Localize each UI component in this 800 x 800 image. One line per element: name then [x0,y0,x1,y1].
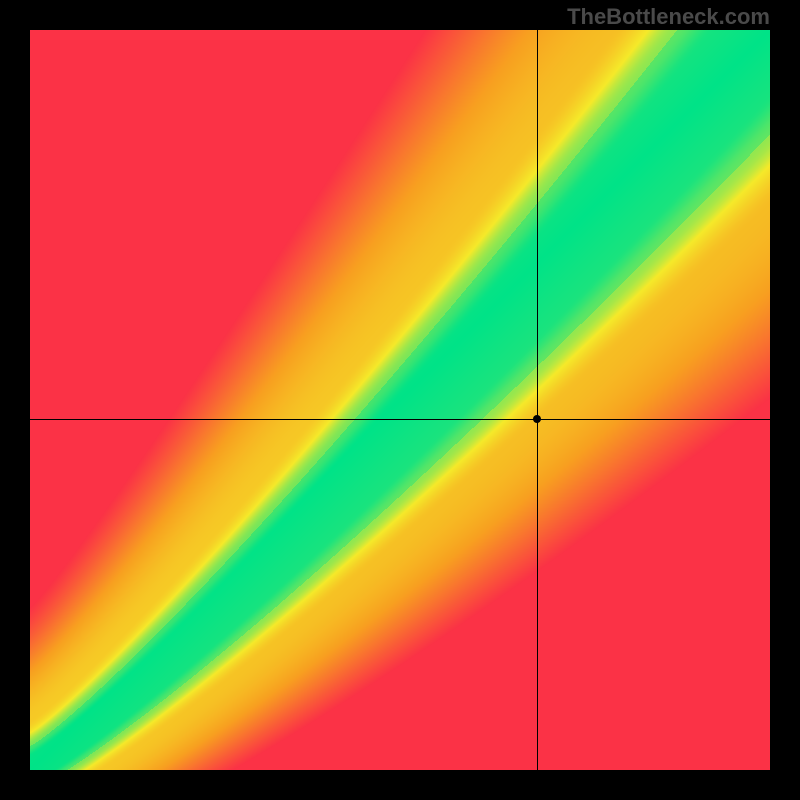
crosshair-vertical [537,30,538,770]
crosshair-horizontal [30,419,770,420]
heatmap-canvas [30,30,770,770]
plot-area [30,30,770,770]
watermark-text: TheBottleneck.com [567,4,770,30]
crosshair-marker [533,415,541,423]
